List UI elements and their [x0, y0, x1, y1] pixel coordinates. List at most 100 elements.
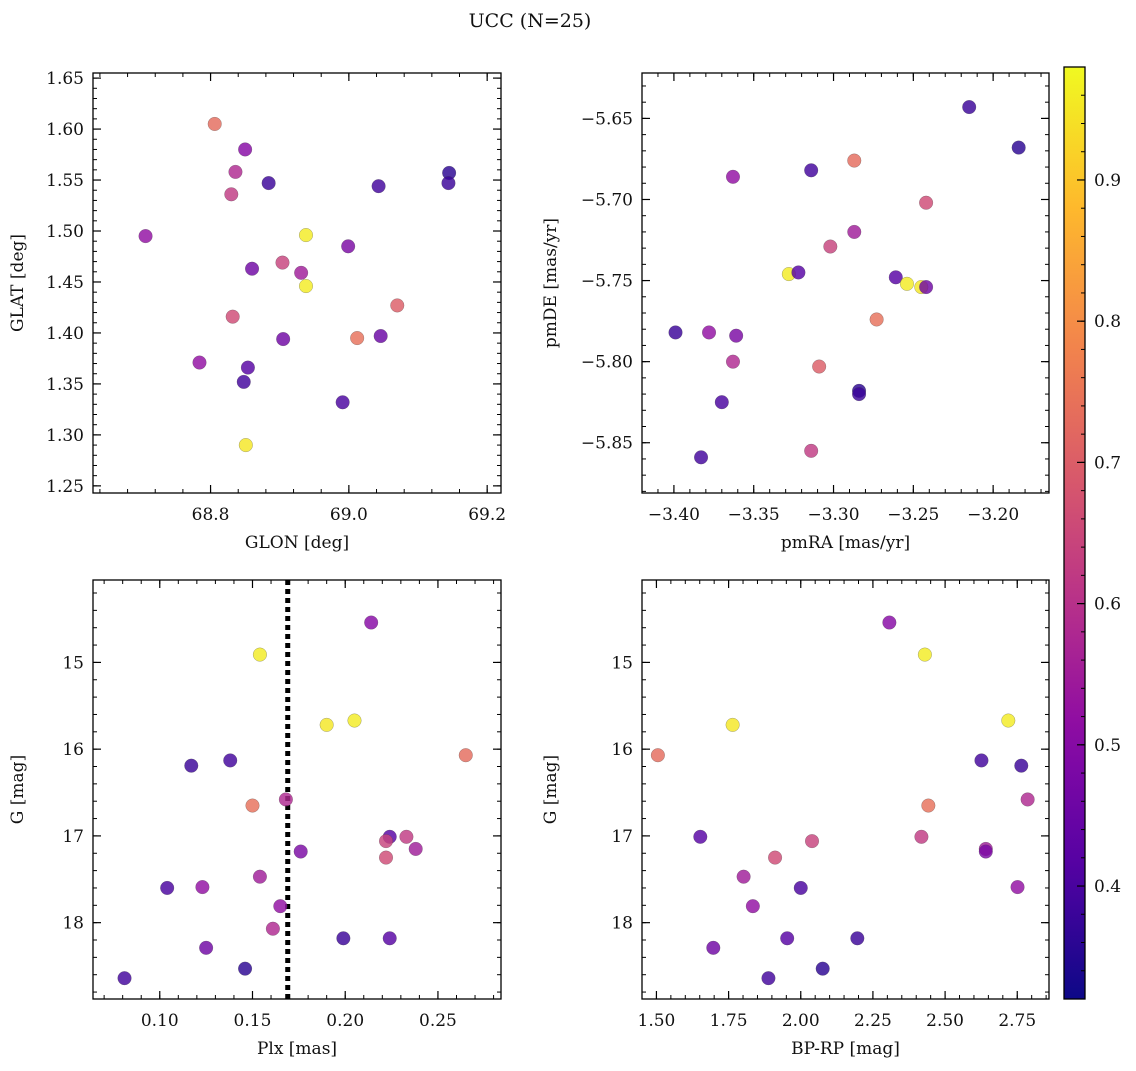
- colorbar-tick-label: 0.4: [1094, 877, 1121, 897]
- colorbar-tick-label: 0.5: [1094, 736, 1121, 756]
- y-tick-label: 16: [611, 740, 633, 760]
- scatter-point: [138, 229, 153, 244]
- x-tick-label: 68.8: [192, 505, 230, 525]
- x-axis-label: Plx [mas]: [257, 1039, 337, 1059]
- y-tick-label: −5.65: [581, 109, 633, 129]
- scatter-point: [238, 142, 253, 157]
- panel-plx-g: 0.10 0.15 0.20 0.25 15 16 17 18 Plx [mas] G [mag]: [8, 579, 502, 1059]
- scatter-point: [725, 169, 740, 184]
- scatter-point: [869, 312, 884, 327]
- x-axis-label: pmRA [mas/yr]: [781, 533, 910, 553]
- scatter-point: [668, 325, 683, 340]
- y-tick-label: 1.35: [46, 375, 84, 395]
- scatter-point: [693, 829, 708, 844]
- x-tick-label: 2.25: [854, 1011, 892, 1031]
- x-tick-label: 0.10: [141, 1011, 179, 1031]
- scatter-point: [1011, 140, 1026, 155]
- y-tick-label: −5.70: [581, 190, 633, 210]
- scatter-point: [293, 844, 308, 859]
- x-tick-label: 2.75: [998, 1011, 1036, 1031]
- plot-frame: [92, 579, 502, 1000]
- scatter-point: [768, 850, 783, 865]
- scatter-point: [919, 280, 934, 295]
- scatter-point: [364, 615, 379, 630]
- scatter-point: [273, 899, 288, 914]
- scatter-point: [298, 279, 313, 294]
- y-tick-label: 18: [611, 914, 633, 934]
- scatter-point: [1010, 880, 1025, 895]
- scatter-point: [252, 869, 267, 884]
- scatter-point: [917, 647, 932, 662]
- scatter-point: [278, 792, 293, 807]
- scatter-point: [347, 713, 362, 728]
- scatter-point: [252, 647, 267, 662]
- y-tick-label: 1.25: [46, 477, 84, 497]
- scatter-point: [399, 829, 414, 844]
- y-tick-label: 17: [611, 827, 633, 847]
- y-tick-label: 1.40: [46, 324, 84, 344]
- scatter-point: [228, 164, 243, 179]
- scatter-point: [458, 748, 473, 763]
- y-tick-label: 15: [611, 653, 633, 673]
- scatter-point: [780, 931, 795, 946]
- y-tick-label: 18: [62, 914, 84, 934]
- scatter-point: [335, 395, 350, 410]
- scatter-point: [725, 354, 740, 369]
- scatter-point: [823, 239, 838, 254]
- x-tick-label: 69.2: [468, 505, 506, 525]
- scatter-point: [804, 163, 819, 178]
- x-tick-label: 69.0: [330, 505, 368, 525]
- scatter-point: [298, 228, 313, 243]
- scatter-point: [793, 880, 808, 895]
- y-tick-label: 1.65: [46, 69, 84, 89]
- x-tick-label: −3.20: [967, 505, 1019, 525]
- scatter-point: [702, 325, 717, 340]
- y-tick-label: 15: [62, 653, 84, 673]
- scatter-point: [899, 276, 914, 291]
- scatter-point: [1020, 792, 1035, 807]
- scatter-point: [805, 834, 820, 849]
- scatter-point: [847, 224, 862, 239]
- scatter-point: [962, 100, 977, 115]
- scatter-point: [184, 758, 199, 773]
- scatter-point: [379, 834, 394, 849]
- scatter-point: [336, 931, 351, 946]
- scatter-point: [729, 328, 744, 343]
- scatter-point: [240, 360, 255, 375]
- scatter-point: [882, 615, 897, 630]
- scatter-point: [160, 880, 175, 895]
- scatter-point: [294, 265, 309, 280]
- scatter-point: [736, 869, 751, 884]
- scatter-point: [650, 748, 665, 763]
- scatter-point: [919, 195, 934, 210]
- x-tick-label: −3.25: [887, 505, 939, 525]
- y-tick-label: 1.45: [46, 273, 84, 293]
- scatter-point: [974, 753, 989, 768]
- x-tick-label: −3.35: [728, 505, 780, 525]
- scatter-point: [441, 176, 456, 191]
- scatter-point: [265, 921, 280, 936]
- scatter-point: [261, 176, 276, 191]
- x-tick-label: 0.15: [234, 1011, 272, 1031]
- x-tick-label: −3.40: [648, 505, 700, 525]
- scatter-point: [706, 940, 721, 955]
- scatter-point: [852, 387, 867, 402]
- y-tick-label: 1.50: [46, 222, 84, 242]
- scatter-point: [275, 255, 290, 270]
- scatter-point: [117, 971, 132, 986]
- scatter-point: [382, 931, 397, 946]
- scatter-point: [725, 717, 740, 732]
- scatter-point: [978, 844, 993, 859]
- scatter-point: [245, 261, 260, 276]
- y-tick-label: 1.60: [46, 120, 84, 140]
- plot-frame: [641, 72, 1050, 494]
- scatter-point: [245, 798, 260, 813]
- scatter-point: [745, 899, 760, 914]
- scatter-point: [1001, 713, 1016, 728]
- scatter-point: [761, 971, 776, 986]
- scatter-point: [812, 359, 827, 374]
- scatter-point: [199, 940, 214, 955]
- scatter-point: [694, 450, 709, 465]
- scatter-point: [236, 374, 251, 389]
